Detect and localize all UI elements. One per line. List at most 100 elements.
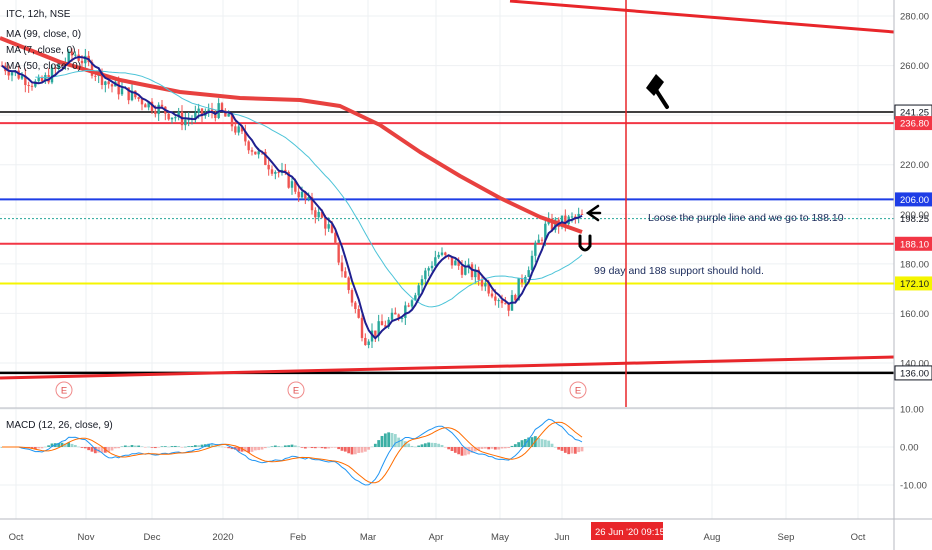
- candle-body: [457, 260, 460, 266]
- candle-body: [354, 302, 357, 309]
- candle-body: [154, 110, 157, 115]
- macd-histogram-bar: [553, 446, 557, 448]
- macd-histogram-bar: [427, 442, 431, 447]
- horizontal-levels[interactable]: [0, 111, 894, 375]
- macd-histogram-bar: [120, 446, 124, 447]
- candle-body: [394, 312, 397, 315]
- candle-body: [520, 278, 524, 283]
- macd-histogram-bar: [190, 446, 194, 447]
- macd-histogram-bar: [33, 447, 37, 450]
- candle-body: [157, 104, 160, 115]
- macd-histogram-bar: [567, 447, 571, 455]
- macd-histogram-bar: [580, 447, 584, 452]
- candle-body: [257, 151, 260, 155]
- time-tick-label: Mar: [360, 532, 376, 543]
- macd-histogram-bar: [133, 445, 137, 447]
- candle-body: [367, 341, 370, 346]
- candle-body: [290, 181, 294, 188]
- macd-histogram-bar: [293, 445, 297, 447]
- macd-histogram-bar: [500, 447, 504, 449]
- event-marker-label: E: [61, 386, 67, 397]
- candle-body: [20, 75, 24, 79]
- macd-histogram-bar: [153, 447, 157, 449]
- candle-body: [150, 101, 154, 111]
- macd-histogram-bar: [263, 447, 267, 449]
- macd-histogram-bar: [110, 447, 114, 451]
- macd-histogram-bar: [63, 443, 67, 447]
- candle-body: [240, 126, 244, 132]
- time-tick-label: Dec: [144, 532, 161, 543]
- macd-histogram-bar: [297, 446, 301, 448]
- candle-body: [404, 305, 407, 318]
- macd-histogram-bar: [487, 447, 491, 450]
- trend-lines[interactable]: [0, 0, 895, 407]
- candle-body: [60, 64, 64, 66]
- candle-body: [310, 197, 314, 211]
- candle-body: [424, 270, 427, 280]
- candle-body: [34, 81, 37, 87]
- candle-body: [460, 265, 464, 275]
- candle-body: [187, 119, 190, 121]
- level-badge-label: 206.00: [900, 195, 929, 206]
- macd-histogram-bar: [237, 447, 241, 452]
- macd-histogram-bar: [337, 447, 341, 450]
- candle-body: [194, 112, 197, 119]
- candle-body: [10, 72, 14, 76]
- hammer-handle-icon: [654, 88, 669, 109]
- macd-histogram-bar: [333, 447, 337, 448]
- time-tick-label: 2020: [212, 532, 233, 543]
- candle-body: [44, 75, 47, 82]
- candle-body: [527, 270, 530, 278]
- macd-legend: MACD (12, 26, close, 9): [6, 420, 113, 431]
- candle-body: [284, 169, 287, 172]
- macd-histogram-bar: [493, 447, 497, 450]
- macd-histogram-bar: [360, 447, 364, 453]
- macd-histogram-bar: [513, 444, 517, 447]
- event-marker-label: E: [575, 386, 581, 397]
- grid: [0, 0, 894, 519]
- macd-histogram-bar: [503, 447, 507, 449]
- macd-histogram-bar: [250, 447, 254, 452]
- macd-histogram-bar: [527, 437, 531, 447]
- candle-body: [177, 111, 180, 118]
- macd-histogram-bar: [187, 446, 191, 447]
- candle-body: [417, 285, 420, 296]
- candle-body: [254, 151, 257, 155]
- candle-body: [84, 55, 87, 64]
- candle-body: [454, 260, 457, 266]
- time-tick-label: Jun: [554, 532, 569, 543]
- candle-body: [160, 104, 164, 107]
- macd-histogram-bar: [243, 447, 247, 452]
- candle-body: [330, 224, 334, 233]
- candle-body: [540, 239, 544, 241]
- macd-histogram-bar: [387, 432, 391, 447]
- macd-tick-label: 0.00: [900, 443, 919, 454]
- macd-histogram-bar: [283, 445, 287, 447]
- candle-body: [514, 295, 517, 301]
- annotation-support: 99 day and 188 support should hold.: [594, 265, 764, 277]
- candle-body: [524, 277, 527, 283]
- level-badge-label: 241.25: [900, 108, 929, 119]
- macd-histogram-bar: [197, 445, 201, 447]
- candle-body: [317, 211, 320, 218]
- candle-body: [147, 101, 150, 108]
- macd-histogram-bar: [60, 442, 64, 447]
- macd-histogram-bar: [347, 447, 351, 454]
- macd-histogram-bar: [520, 440, 524, 447]
- candle-body: [360, 317, 364, 338]
- candle-body: [500, 300, 504, 304]
- candle-body: [574, 216, 577, 218]
- candle-body: [497, 300, 500, 302]
- price-tick-label: 140.00: [900, 359, 929, 370]
- macd-histogram-bar: [303, 447, 307, 449]
- time-tick-label: Apr: [429, 532, 444, 543]
- candle-body: [377, 321, 380, 336]
- macd-histogram-bar: [383, 433, 387, 447]
- candle-body: [90, 62, 94, 76]
- macd-histogram-bar: [140, 446, 144, 447]
- candle-body: [144, 104, 147, 108]
- macd-histogram-bar: [473, 447, 477, 452]
- macd-histogram-bar: [327, 447, 331, 449]
- macd-histogram-bar: [170, 446, 174, 447]
